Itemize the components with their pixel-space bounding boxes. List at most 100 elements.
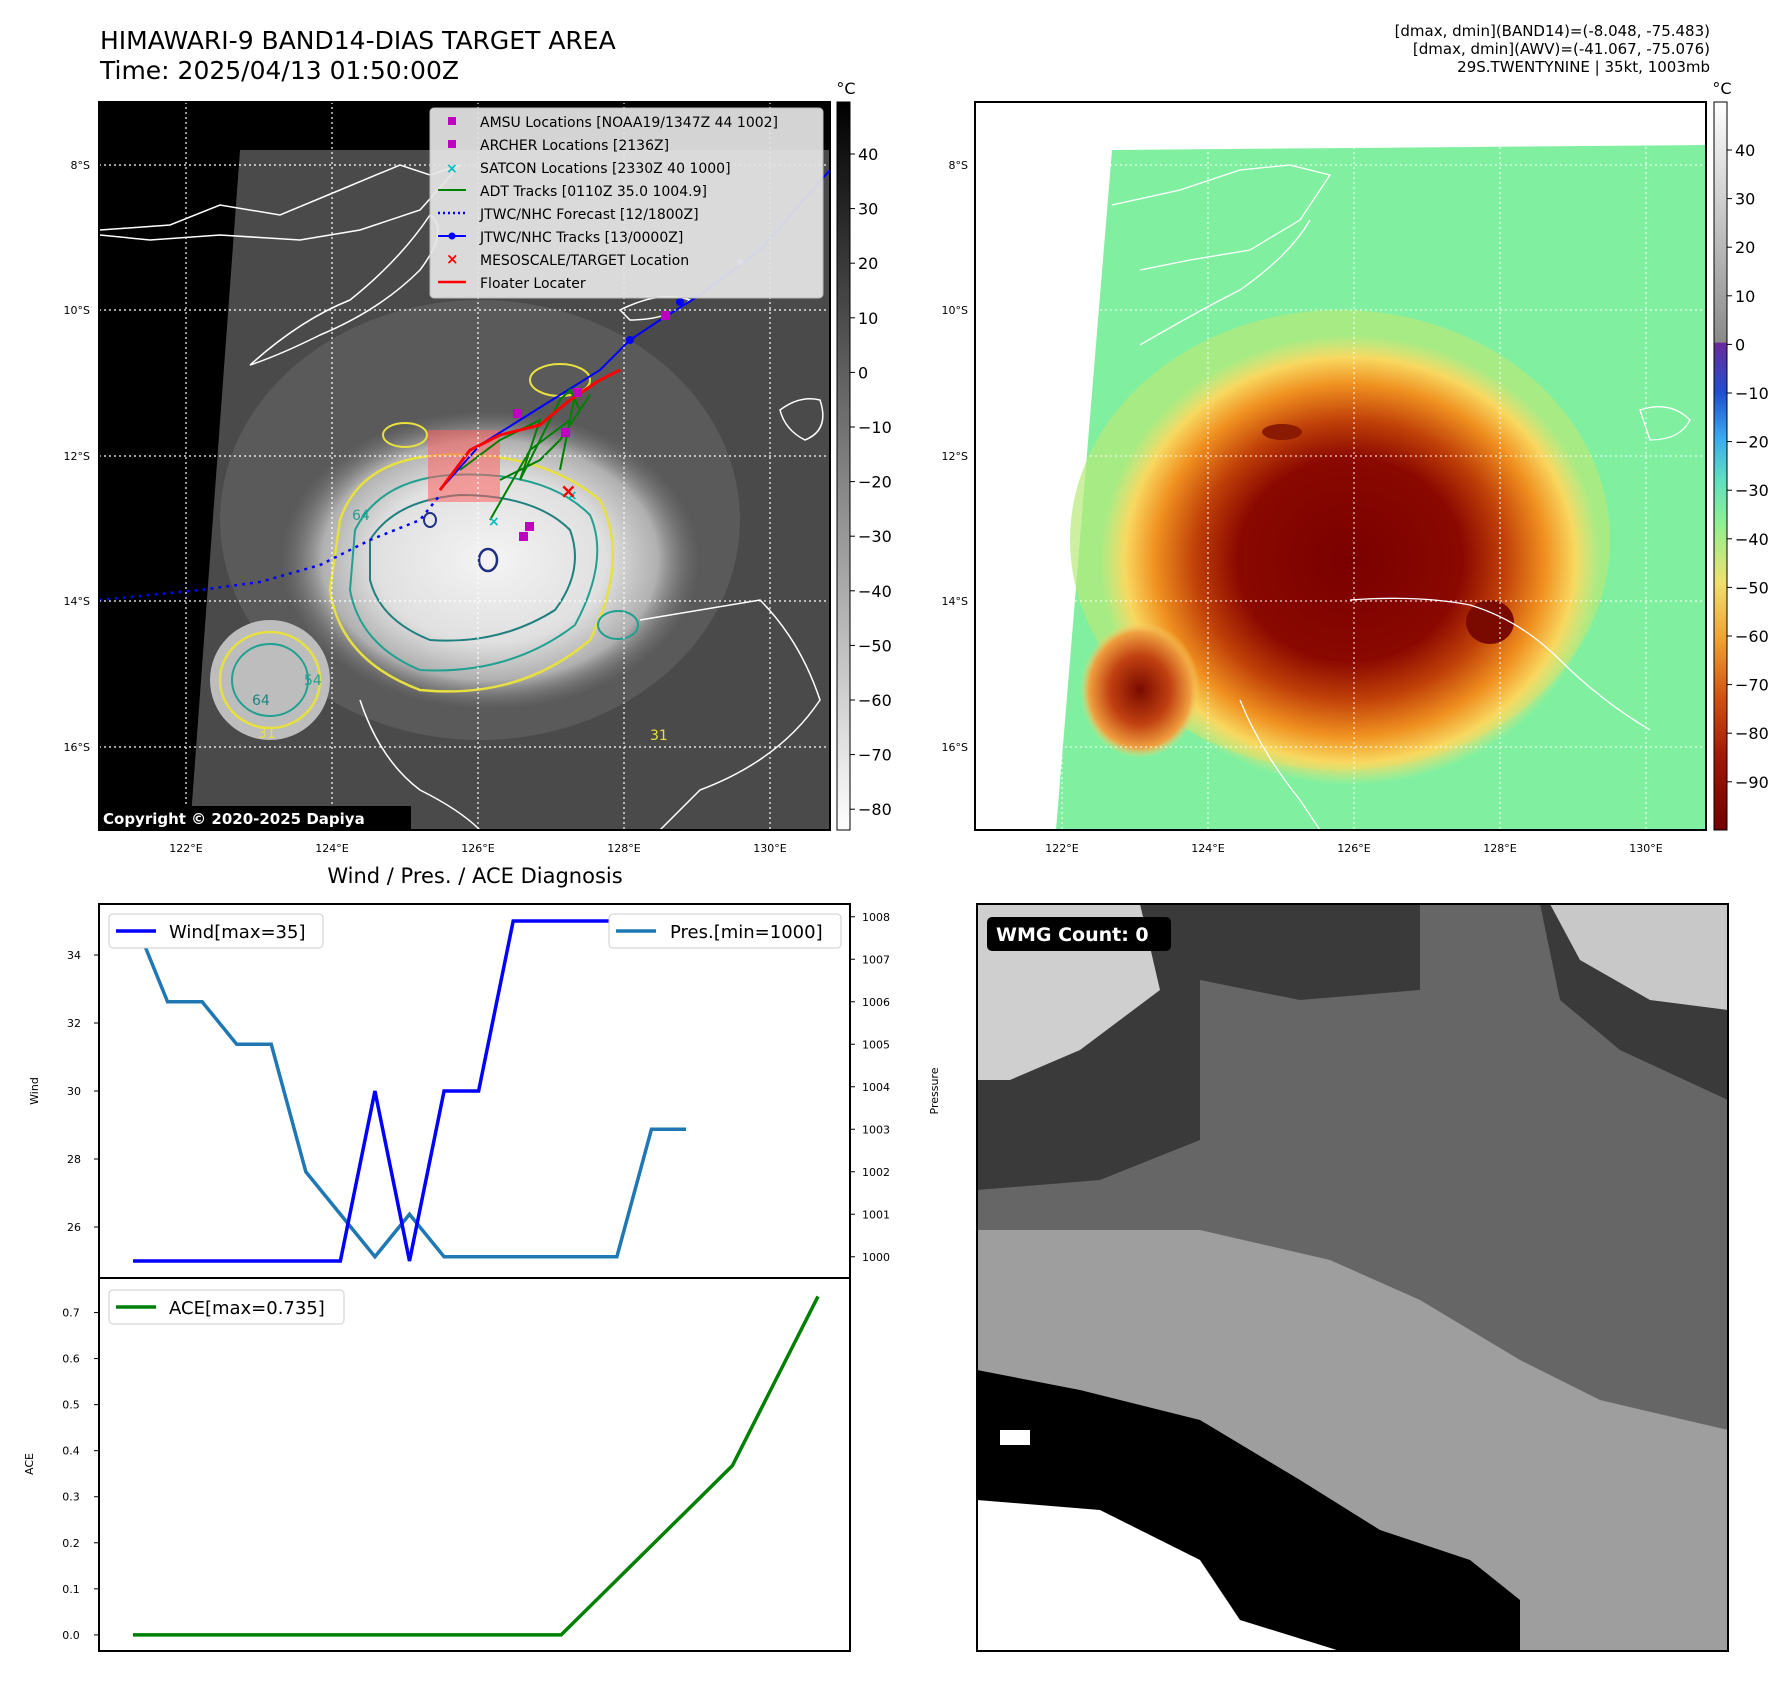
lon-tick: 130°E — [1629, 842, 1662, 855]
legend-floater: Floater Locater — [480, 276, 586, 292]
lon-tick: 122°E — [169, 842, 202, 855]
map2-tick-labels: 8°S 10°S 12°S 14°S 16°S 122°E 124°E 126°… — [942, 159, 1663, 855]
pressure-tick-label: 1000 — [862, 1251, 890, 1264]
ace-tick-label: 0.6 — [62, 1353, 80, 1366]
ace-legend-text: ACE[max=0.735] — [169, 1298, 325, 1319]
colorbar-tick-label: −80 — [858, 800, 892, 819]
contour-label: 31 — [650, 728, 668, 744]
colorbar-tick-label: 0 — [1735, 335, 1745, 354]
colorbar-tick-label: −20 — [1735, 433, 1769, 452]
wmg-panel — [977, 904, 1728, 1651]
cloud-shield — [280, 410, 700, 710]
contour-label: 54 — [304, 673, 322, 689]
ace-tick-label: 0.4 — [62, 1445, 80, 1458]
map1-tick-labels: 8°S 10°S 12°S 14°S 16°S 122°E 124°E 126°… — [64, 159, 787, 855]
contour-label: 31 — [258, 726, 276, 742]
legend-satcon: SATCON Locations [2330Z 40 1000] — [480, 161, 731, 177]
ace-chart: ACE 0.0 0.1 0.2 0.3 0.4 0.5 0.6 0.7 — [23, 1277, 851, 1652]
colorbar-tick-label: 10 — [1735, 287, 1755, 306]
info-line-3: 29S.TWENTYNINE | 35kt, 1003mb — [1457, 58, 1710, 76]
ace-tick-label: 0.2 — [62, 1537, 80, 1550]
figure-title: HIMAWARI-9 BAND14-DIAS TARGET AREA Time:… — [100, 26, 616, 86]
wind-tick-label: 32 — [67, 1017, 81, 1030]
colorbar-tick-label: 0 — [858, 363, 868, 382]
legend-forecast: JTWC/NHC Forecast [12/1800Z] — [479, 207, 699, 223]
pressure-tick-label: 1007 — [862, 953, 890, 966]
cold-cloud-core — [1100, 335, 1600, 785]
pressure-axis-label: Pressure — [928, 1067, 941, 1114]
jtwc-forecast-track — [99, 494, 441, 602]
ace-tick-label: 0.5 — [62, 1399, 80, 1412]
svg-text:×: × — [446, 250, 459, 268]
pressure-tick-label: 1002 — [862, 1166, 890, 1179]
colorbar-tick-label: −80 — [1735, 724, 1769, 743]
lat-tick: 8°S — [949, 159, 968, 172]
legend-adt: ADT Tracks [0110Z 35.0 1004.9] — [480, 184, 707, 200]
pressure-legend: Pres.[min=1000] — [608, 913, 842, 949]
ace-axis-label: ACE — [23, 1453, 36, 1475]
pressure-tick-label: 1003 — [862, 1123, 890, 1136]
lat-tick: 12°S — [942, 450, 968, 463]
color-colorbar: °C 40 30 20 10 0 −10 −20 −30 −40 −50 −60 −70 −80 −90 — [1712, 79, 1769, 831]
pressure-line — [131, 916, 686, 1260]
svg-text:×: × — [566, 488, 578, 504]
lat-tick: 12°S — [64, 450, 90, 463]
info-line-1: [dmax, dmin](BAND14)=(-8.048, -75.483) — [1394, 22, 1710, 40]
lat-tick: 10°S — [64, 304, 90, 317]
title-line-1: HIMAWARI-9 BAND14-DIAS TARGET AREA — [100, 26, 616, 55]
ace-tick-label: 0.3 — [62, 1491, 80, 1504]
wind-tick-label: 34 — [67, 949, 81, 962]
colorbar-unit: °C — [836, 79, 855, 98]
gray-colorbar: °C 40 30 20 10 0 −10 −20 −30 −40 −50 −60 −70 −80 — [836, 79, 892, 831]
pressure-tick-label: 1005 — [862, 1038, 890, 1051]
lat-tick: 16°S — [64, 741, 90, 754]
lon-tick: 128°E — [1483, 842, 1516, 855]
legend-mesoscale: MESOSCALE/TARGET Location — [480, 253, 689, 269]
wind-tick-label: 26 — [67, 1221, 81, 1234]
lon-tick: 124°E — [1191, 842, 1224, 855]
wind-legend: Wind[max=35] — [108, 913, 324, 949]
diagnosis-title: Wind / Pres. / ACE Diagnosis — [327, 864, 622, 888]
svg-text:×: × — [446, 161, 458, 177]
lon-tick: 124°E — [315, 842, 348, 855]
wind-axis-label: Wind — [28, 1077, 41, 1105]
wind-tick-label: 28 — [67, 1153, 81, 1166]
lon-tick: 126°E — [1337, 842, 1370, 855]
wind-line — [133, 919, 686, 1263]
colorbar-tick-label: −70 — [858, 746, 892, 765]
ace-legend: ACE[max=0.735] — [108, 1289, 345, 1325]
lon-tick: 122°E — [1045, 842, 1078, 855]
archer-marker — [513, 409, 522, 418]
lon-tick: 126°E — [461, 842, 494, 855]
ir-map-panel: 64 64 31 31 54 × × × — [99, 102, 830, 830]
ace-tick-label: 0.7 — [62, 1307, 80, 1320]
colorbar-tick-label: 20 — [1735, 238, 1755, 257]
wmg-count: WMG Count: 0 — [996, 924, 1149, 946]
colorbar-tick-label: 40 — [858, 145, 878, 164]
lon-tick: 128°E — [607, 842, 640, 855]
awv-map-panel — [975, 102, 1706, 830]
title-line-2: Time: 2025/04/13 01:50:00Z — [100, 56, 459, 85]
mesoscale-target-marker: × — [560, 479, 577, 503]
colorbar-tick-label: −60 — [858, 691, 892, 710]
colorbar-unit: °C — [1712, 79, 1731, 98]
colorbar-tick-label: −70 — [1735, 676, 1769, 695]
colorbar-tick-label: 10 — [858, 309, 878, 328]
wind-pressure-chart: Wind Pressure 26 28 30 32 34 1000 1001 1002 1003… — [28, 903, 941, 1279]
ace-tick-label: 0.1 — [62, 1583, 80, 1596]
wind-tick-label: 30 — [67, 1085, 81, 1098]
ace-line — [133, 1295, 820, 1637]
amsu-marker — [519, 532, 528, 541]
colorbar-tick-label: −50 — [1735, 578, 1769, 597]
lat-tick: 8°S — [71, 159, 90, 172]
wmg-count-box — [987, 917, 1171, 951]
colorbar-tick-label: −40 — [858, 582, 892, 601]
pressure-tick-label: 1004 — [862, 1081, 890, 1094]
colorbar-tick-label: −10 — [858, 418, 892, 437]
map-legend: AMSU Locations [NOAA19/1347Z 44 1002] AR… — [429, 107, 824, 299]
colorbar-tick-label: 40 — [1735, 141, 1755, 160]
colorbar-tick-label: 30 — [858, 200, 878, 219]
info-line-2: [dmax, dmin](AWV)=(-41.067, -75.076) — [1412, 40, 1710, 58]
adt-tracks — [459, 388, 591, 481]
colorbar-tick-label: −60 — [1735, 627, 1769, 646]
